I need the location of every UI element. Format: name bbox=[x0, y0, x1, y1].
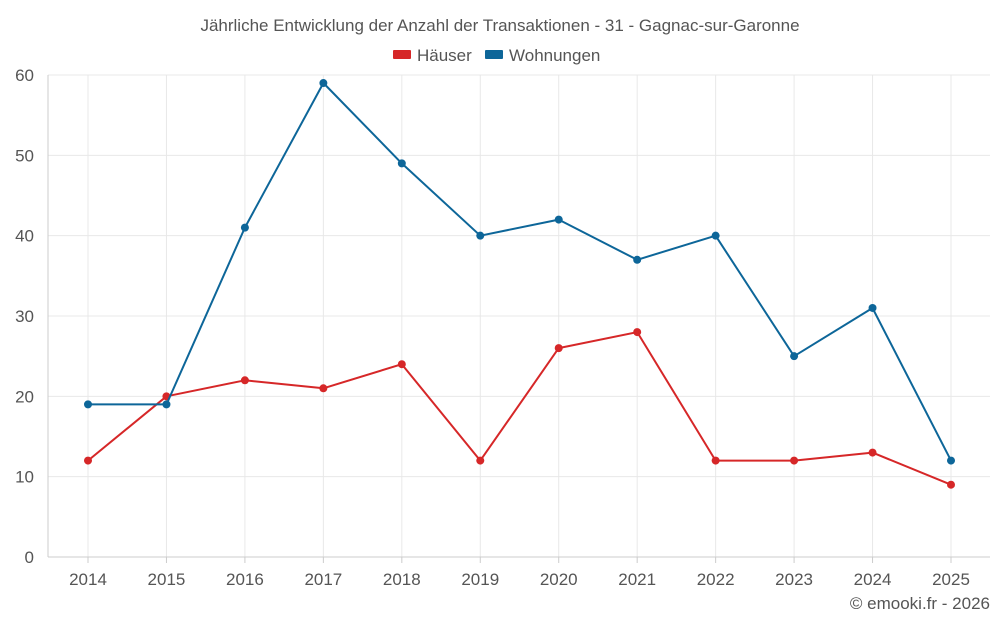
y-axis: 0 10 20 30 40 50 60 bbox=[15, 66, 49, 567]
x-tick-label: 2021 bbox=[618, 570, 656, 589]
series-line-wohnungen[interactable] bbox=[88, 82, 952, 462]
data-point-hauser-2022[interactable] bbox=[711, 456, 720, 465]
legend-label-wohnungen[interactable]: Wohnungen bbox=[509, 46, 600, 65]
data-point-wohnungen-2025[interactable] bbox=[947, 456, 955, 465]
data-point-wohnungen-2024[interactable] bbox=[868, 303, 877, 312]
y-tick-label: 40 bbox=[15, 227, 34, 246]
x-tick-label: 2019 bbox=[461, 570, 499, 589]
x-tick-label: 2022 bbox=[697, 570, 735, 589]
series-line-hauser[interactable] bbox=[87, 331, 952, 486]
data-point-hauser-2020[interactable] bbox=[554, 344, 563, 353]
legend-label-hauser[interactable]: Häuser bbox=[417, 46, 472, 65]
y-tick-label: 50 bbox=[15, 146, 34, 165]
data-point-wohnungen-2016[interactable] bbox=[240, 223, 249, 232]
y-tick-label: 0 bbox=[25, 548, 34, 567]
data-point-hauser-2021[interactable] bbox=[633, 328, 642, 337]
x-axis: 2014 2015 2016 2017 2018 2019 2020 2021 2022 2023… bbox=[48, 556, 990, 589]
data-point-hauser-2018[interactable] bbox=[397, 360, 406, 369]
plot-area bbox=[84, 79, 955, 489]
legend-swatch-wohnungen[interactable] bbox=[485, 50, 503, 59]
data-point-hauser-2014[interactable] bbox=[84, 456, 92, 465]
legend: Häuser Wohnungen bbox=[393, 46, 600, 65]
data-point-hauser-2024[interactable] bbox=[868, 448, 877, 457]
y-tick-label: 10 bbox=[15, 468, 34, 487]
credit-text: © emooki.fr - 2026 bbox=[850, 594, 990, 613]
x-tick-label: 2014 bbox=[69, 570, 107, 589]
data-point-hauser-2025[interactable] bbox=[947, 480, 955, 489]
data-point-wohnungen-2023[interactable] bbox=[790, 352, 799, 361]
x-tick-label: 2017 bbox=[304, 570, 342, 589]
data-point-wohnungen-2022[interactable] bbox=[711, 231, 720, 240]
data-point-wohnungen-2014[interactable] bbox=[84, 400, 92, 409]
data-point-wohnungen-2015[interactable] bbox=[162, 400, 171, 409]
y-tick-label: 30 bbox=[15, 307, 34, 326]
data-point-wohnungen-2017[interactable] bbox=[319, 79, 328, 88]
x-tick-label: 2018 bbox=[383, 570, 421, 589]
data-point-wohnungen-2018[interactable] bbox=[397, 159, 406, 168]
data-point-hauser-2019[interactable] bbox=[476, 456, 485, 465]
data-point-wohnungen-2019[interactable] bbox=[476, 231, 485, 240]
x-tick-label: 2024 bbox=[854, 570, 892, 589]
y-tick-label: 20 bbox=[15, 387, 34, 406]
x-tick-label: 2023 bbox=[775, 570, 813, 589]
chart-title: Jährliche Entwicklung der Anzahl der Tra… bbox=[200, 16, 799, 35]
grid bbox=[48, 74, 990, 557]
x-tick-label: 2020 bbox=[540, 570, 578, 589]
x-tick-label: 2015 bbox=[148, 570, 186, 589]
x-tick-label: 2025 bbox=[932, 570, 970, 589]
data-point-hauser-2017[interactable] bbox=[319, 384, 328, 393]
data-point-wohnungen-2020[interactable] bbox=[554, 215, 563, 224]
data-point-hauser-2023[interactable] bbox=[790, 456, 799, 465]
y-tick-label: 60 bbox=[15, 66, 34, 85]
data-point-wohnungen-2021[interactable] bbox=[633, 255, 642, 264]
x-tick-label: 2016 bbox=[226, 570, 264, 589]
data-point-hauser-2016[interactable] bbox=[240, 376, 249, 385]
legend-swatch-hauser[interactable] bbox=[393, 50, 411, 59]
